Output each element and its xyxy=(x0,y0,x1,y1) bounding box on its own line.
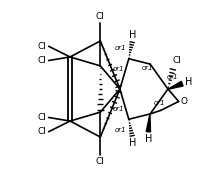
Text: H: H xyxy=(145,134,152,144)
Text: Cl: Cl xyxy=(172,56,181,65)
Text: Cl: Cl xyxy=(96,158,105,166)
Text: Cl: Cl xyxy=(37,56,46,65)
Text: or1: or1 xyxy=(113,106,124,112)
Text: or1: or1 xyxy=(115,127,126,133)
Text: or1: or1 xyxy=(154,100,165,106)
Polygon shape xyxy=(168,81,183,89)
Text: Cl: Cl xyxy=(37,127,46,136)
Text: or1: or1 xyxy=(115,45,126,51)
Text: or1: or1 xyxy=(166,74,178,80)
Text: H: H xyxy=(185,77,192,87)
Text: or1: or1 xyxy=(113,66,124,72)
Text: or1: or1 xyxy=(141,65,153,71)
Text: H: H xyxy=(129,30,136,40)
Text: H: H xyxy=(129,138,136,148)
Text: Cl: Cl xyxy=(37,113,46,122)
Text: O: O xyxy=(180,97,188,106)
Text: Cl: Cl xyxy=(37,42,46,51)
Text: Cl: Cl xyxy=(96,12,105,20)
Polygon shape xyxy=(146,114,151,132)
